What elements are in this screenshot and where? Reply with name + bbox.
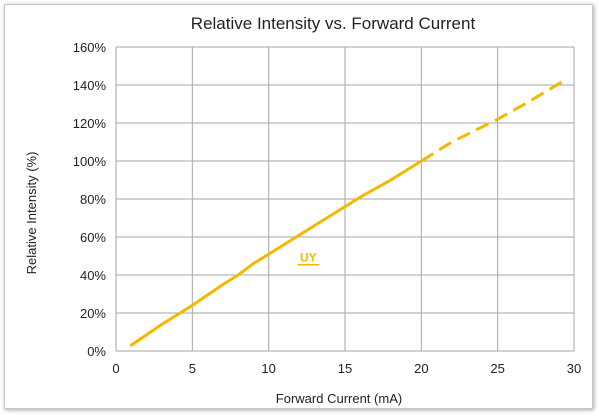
x-tick-label: 20: [414, 361, 428, 376]
axis-ticks: 0 5 10 15 20 25 30 0% 20% 40% 60% 80% 100% 120% 140% 16…: [73, 40, 581, 376]
x-axis-label: Forward Current (mA): [276, 391, 402, 406]
y-tick-label: 120%: [73, 116, 107, 131]
series-label-uy: UY: [300, 251, 317, 265]
chart-frame: Relative Intensity vs. Forward Current 0…: [4, 4, 593, 409]
x-tick-label: 10: [261, 361, 275, 376]
y-tick-label: 160%: [73, 40, 107, 55]
x-tick-label: 25: [490, 361, 504, 376]
y-axis-label: Relative Intensity (%): [24, 152, 39, 275]
y-tick-label: 80%: [80, 192, 106, 207]
y-tick-label: 0%: [87, 344, 106, 359]
series-line-solid: [129, 159, 423, 347]
y-tick-label: 40%: [80, 268, 106, 283]
y-tick-label: 100%: [73, 154, 107, 169]
chart-title: Relative Intensity vs. Forward Current: [191, 14, 476, 33]
x-tick-label: 30: [567, 361, 581, 376]
grid-lines: [115, 46, 575, 352]
x-tick-label: 15: [338, 361, 352, 376]
y-tick-label: 60%: [80, 230, 106, 245]
series-line-dashed: [420, 78, 568, 163]
x-tick-label: 0: [112, 361, 119, 376]
y-tick-label: 140%: [73, 78, 107, 93]
y-tick-label: 20%: [80, 306, 106, 321]
series-lines: [129, 78, 568, 347]
intensity-current-chart: Relative Intensity vs. Forward Current 0…: [24, 14, 581, 406]
x-tick-label: 5: [189, 361, 196, 376]
